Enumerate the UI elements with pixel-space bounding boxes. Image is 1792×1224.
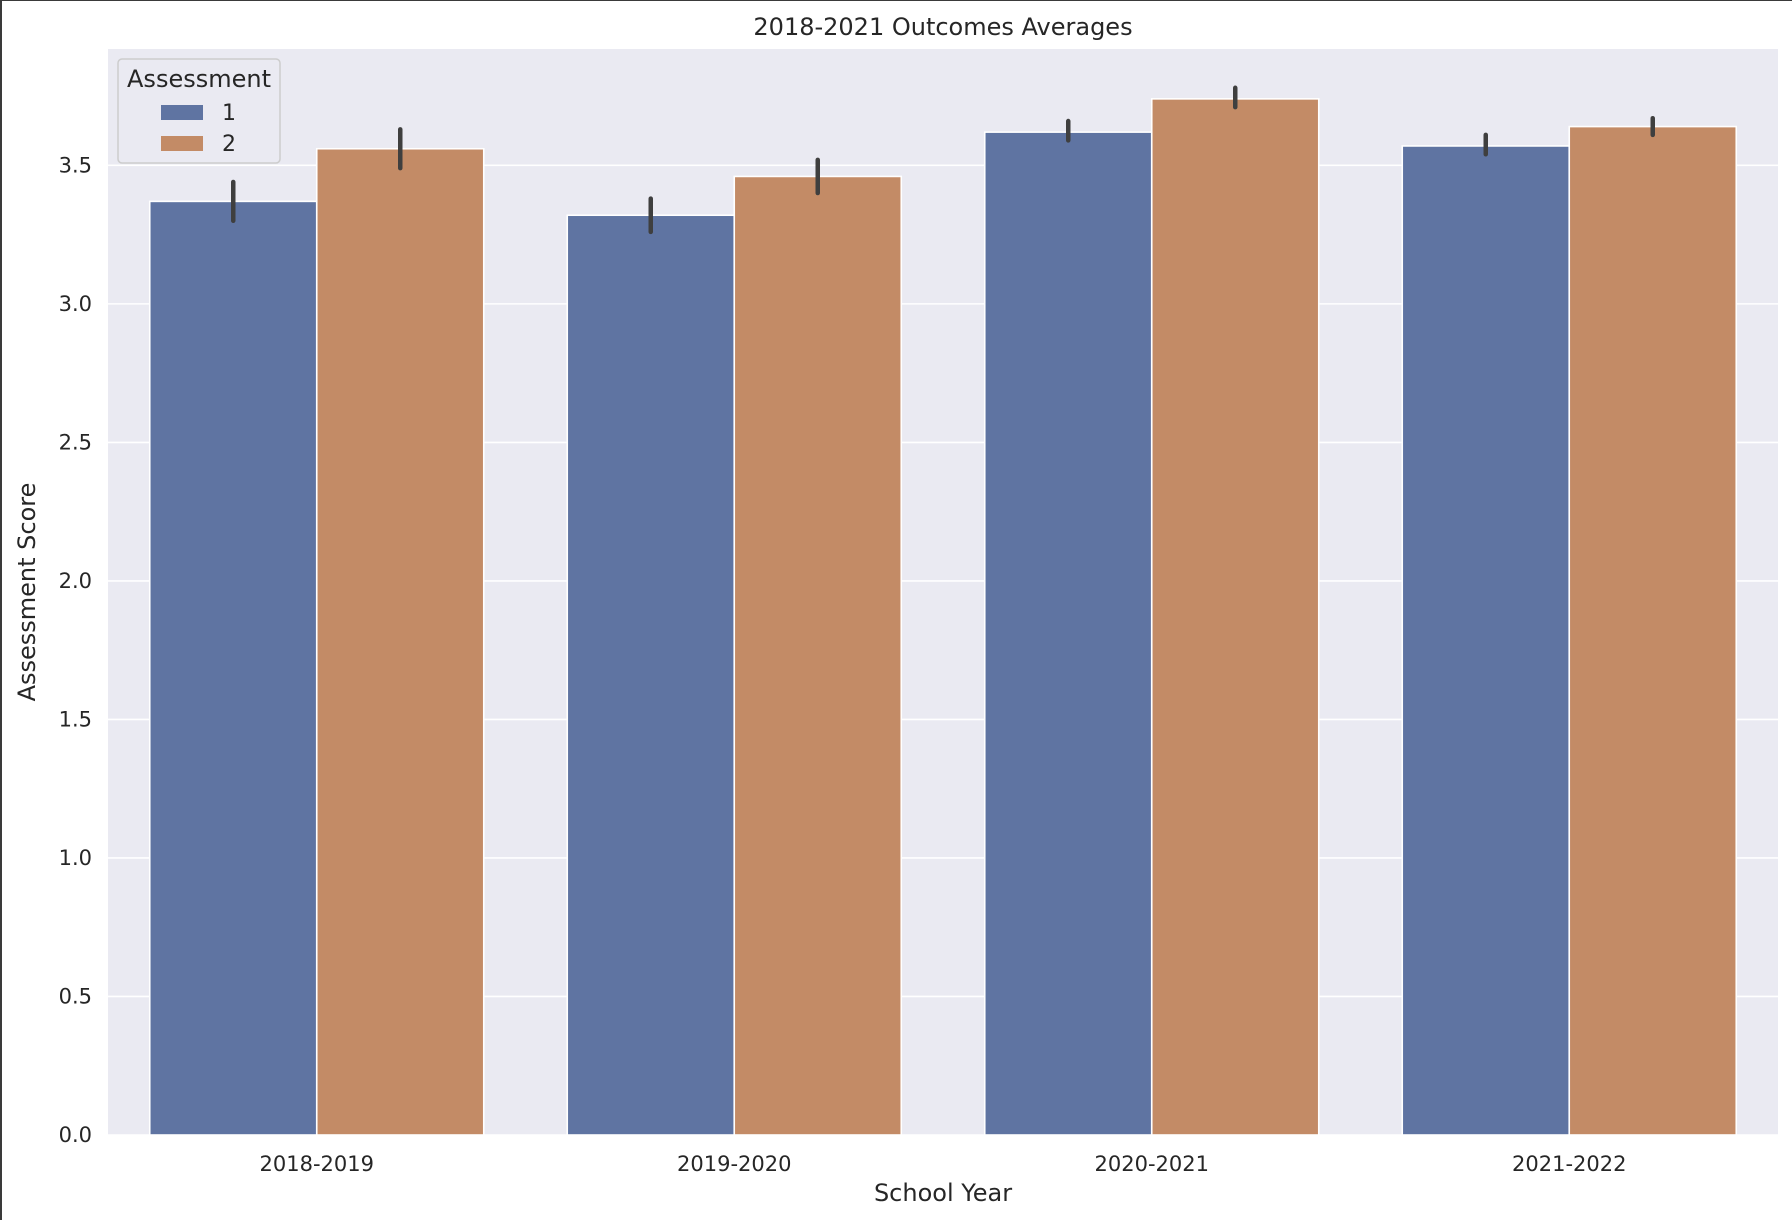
- x-tick-label: 2020-2021: [1095, 1152, 1209, 1176]
- bar-series-1-2020-2021: [983, 131, 1153, 1136]
- bars: [148, 98, 1738, 1136]
- y-tick-label: 1.0: [59, 846, 92, 870]
- y-tick-label: 0.5: [59, 984, 92, 1008]
- error-bars: [231, 85, 1655, 235]
- bar-series-2-2018-2019: [315, 147, 485, 1136]
- bar-series-1-2019-2020: [566, 214, 736, 1136]
- x-axis-ticks: 2018-2019 2019-2020 2020-2021 2021-2022: [260, 1152, 1627, 1176]
- legend-title: Assessment: [127, 65, 271, 93]
- y-tick-label: 3.5: [59, 153, 92, 177]
- y-tick-label: 1.5: [59, 707, 92, 731]
- legend-swatch-2: [161, 136, 203, 151]
- bar-series-2-2020-2021: [1150, 98, 1320, 1136]
- chart-title: 2018-2021 Outcomes Averages: [753, 13, 1132, 41]
- y-tick-label: 2.5: [59, 430, 92, 454]
- bar-series-2-2019-2020: [733, 175, 903, 1136]
- legend-swatch-1: [161, 105, 203, 120]
- legend-label-1: 1: [222, 101, 236, 126]
- x-axis-label: School Year: [874, 1179, 1012, 1207]
- x-tick-label: 2021-2022: [1512, 1152, 1626, 1176]
- bar-series-1-2021-2022: [1401, 145, 1571, 1136]
- y-axis-label: Assessment Score: [13, 483, 41, 702]
- x-tick-label: 2019-2020: [677, 1152, 791, 1176]
- y-axis-ticks: 0.0 0.5 1.0 1.5 2.0 2.5 3.0 3.5: [59, 153, 92, 1147]
- bar-series-2-2021-2022: [1568, 125, 1738, 1136]
- y-tick-label: 0.0: [59, 1123, 92, 1147]
- bar-series-1-2018-2019: [148, 200, 318, 1136]
- legend-label-2: 2: [222, 132, 236, 157]
- x-tick-label: 2018-2019: [260, 1152, 374, 1176]
- legend: Assessment 1 2: [117, 58, 281, 164]
- y-tick-label: 2.0: [59, 569, 92, 593]
- y-tick-label: 3.0: [59, 292, 92, 316]
